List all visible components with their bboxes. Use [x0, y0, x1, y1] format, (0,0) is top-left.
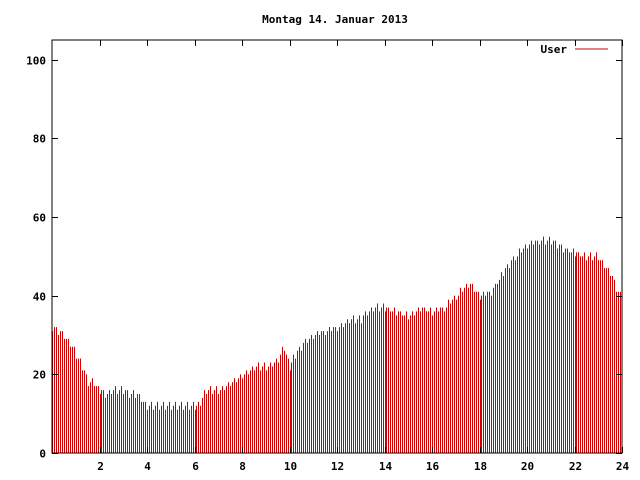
x-tick-label: 8	[239, 460, 246, 473]
chart-title: Montag 14. Januar 2013	[262, 13, 408, 26]
x-tick-label: 16	[426, 460, 440, 473]
y-tick-label: 0	[39, 448, 46, 461]
x-tick-label: 12	[331, 460, 344, 473]
x-tick-label: 10	[284, 460, 297, 473]
x-tick-label: 4	[144, 460, 151, 473]
x-tick-label: 14	[379, 460, 393, 473]
x-tick-label: 2	[97, 460, 104, 473]
y-tick-label: 100	[26, 55, 46, 68]
x-tick-label: 6	[192, 460, 199, 473]
y-tick-label: 60	[33, 212, 46, 225]
y-tick-label: 80	[33, 133, 46, 146]
legend-label: User	[541, 43, 568, 56]
legend: User	[541, 43, 608, 56]
x-tick-label: 18	[474, 460, 487, 473]
x-tick-label: 20	[521, 460, 534, 473]
y-tick-label: 20	[33, 369, 46, 382]
bars-group	[52, 236, 621, 453]
x-tick-label: 22	[569, 460, 582, 473]
y-axis: 0 20 40 60 80 100	[26, 55, 622, 461]
x-axis: 2 4 6 8 10 12 14 16 18 20 22 24	[97, 40, 629, 473]
y-tick-label: 40	[33, 291, 46, 304]
x-tick-label: 24	[616, 460, 630, 473]
